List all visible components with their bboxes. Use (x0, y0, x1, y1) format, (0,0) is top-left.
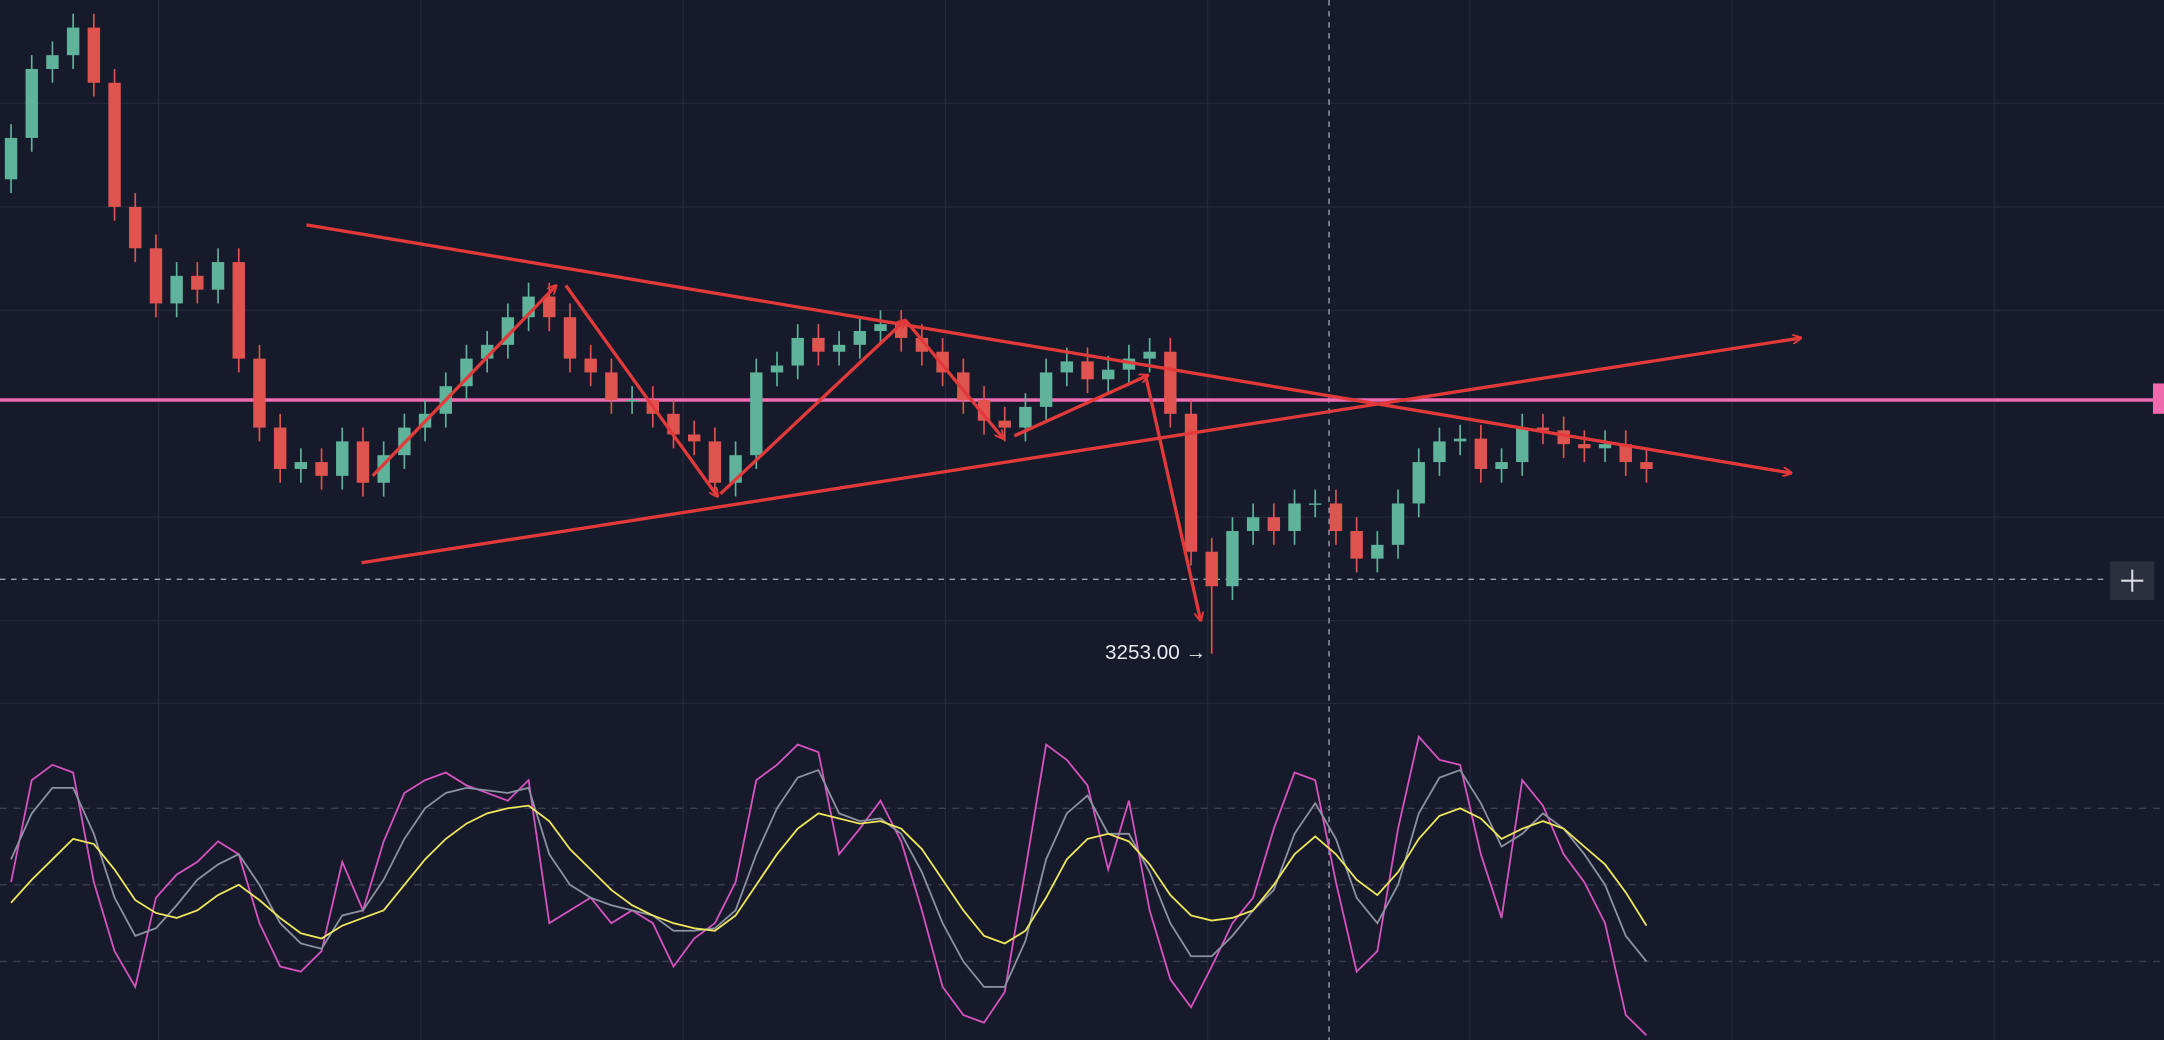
candle-body (232, 262, 245, 359)
candle-body (1536, 427, 1550, 431)
candle-body (46, 55, 59, 69)
candle-body (1391, 503, 1405, 545)
candle-body (1246, 517, 1260, 532)
oscillator-line (10, 734, 1648, 1036)
price-marker (2152, 383, 2164, 414)
candle-body (605, 372, 618, 400)
candle-body (356, 441, 370, 483)
candle-body (1226, 531, 1239, 587)
candle-body (191, 275, 204, 290)
candle-body (977, 400, 991, 421)
candle-body (66, 27, 80, 56)
candle-body (1184, 413, 1198, 552)
candle-body (1350, 531, 1363, 559)
candle-body (1122, 358, 1136, 370)
candle-body (1164, 351, 1177, 414)
candle-body (1433, 441, 1446, 463)
candle-body (1329, 503, 1343, 532)
candle-body (625, 400, 639, 402)
candle-body (1412, 462, 1425, 504)
candle-body (149, 248, 163, 304)
candle-body (273, 427, 287, 469)
candle-body (1640, 462, 1653, 469)
candle-body (315, 462, 328, 476)
candle-body (853, 331, 867, 345)
candle-body (770, 365, 784, 373)
candle-body (1309, 503, 1322, 505)
candle-body (1371, 544, 1384, 559)
candle-body (998, 420, 1011, 428)
candle-body (460, 358, 473, 387)
oscillator-line (10, 768, 1648, 988)
candle-body (87, 27, 101, 83)
candle-body (874, 324, 887, 332)
candle-body (294, 462, 308, 469)
candle-body (336, 441, 349, 476)
candle-body (1019, 406, 1032, 428)
candle-body (687, 434, 701, 442)
candle-body (1578, 444, 1591, 449)
crosshair-button[interactable] (2110, 561, 2155, 600)
candle-body (25, 68, 38, 138)
candle-body (584, 358, 597, 373)
candle-body (1060, 361, 1074, 373)
candle-body (108, 82, 121, 207)
plot: 3253.00 → (0, 13, 2164, 1036)
candle-body (750, 372, 763, 456)
candle-body (253, 358, 266, 428)
candle-body (1102, 369, 1115, 380)
candle-body (1288, 503, 1301, 532)
oscillator-line (10, 804, 1648, 945)
candle-body (129, 206, 142, 249)
candle-body (1598, 444, 1612, 449)
candle-body (563, 317, 577, 359)
candle-body (1143, 351, 1156, 359)
candle-body (1474, 438, 1488, 469)
drawings (306, 223, 1801, 621)
candle-body (1081, 361, 1094, 380)
candle-body (708, 441, 722, 483)
candle-body (543, 296, 556, 318)
candle-body (1453, 438, 1467, 442)
low-price-label: 3253.00 → (1105, 641, 1206, 664)
candle-body (1619, 444, 1632, 463)
candle-body (1516, 427, 1529, 463)
candle-body (1267, 517, 1281, 532)
candle-body (832, 344, 846, 352)
candle-body (791, 337, 804, 366)
candle-body (4, 137, 18, 180)
candle-body (170, 275, 183, 304)
candle-body (211, 262, 225, 290)
candle-body (1495, 462, 1508, 469)
candle-body (1205, 551, 1218, 587)
candle-body (812, 337, 825, 352)
candle-body (1039, 372, 1053, 407)
